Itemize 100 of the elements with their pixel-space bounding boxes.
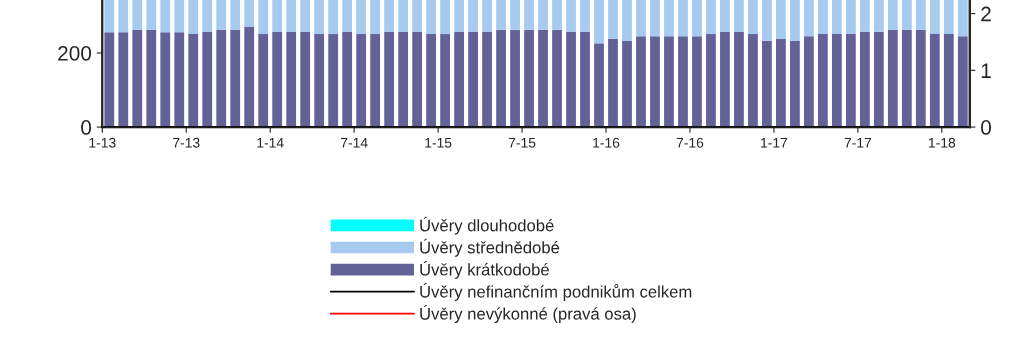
bar [957, 0, 968, 37]
bar [887, 29, 898, 128]
x-tick-label: 1-18 [928, 137, 956, 148]
bar [188, 34, 199, 128]
bar [342, 31, 353, 128]
bar [901, 0, 912, 30]
x-tick-label: 1-13 [89, 137, 116, 148]
bar [566, 31, 576, 128]
bar [188, 0, 199, 35]
bar [734, 31, 744, 128]
legend-label: Úvěry nevýkonné (pravá osa) [420, 305, 636, 323]
bar [929, 0, 940, 35]
bar [300, 31, 311, 128]
bar [678, 0, 688, 37]
bar [524, 0, 534, 30]
bar [356, 0, 367, 35]
bar [804, 36, 814, 128]
bar [174, 0, 185, 33]
x-tick-label: 1-14 [257, 138, 284, 148]
x-tick-label: 7-17 [844, 138, 872, 148]
bar [580, 0, 590, 32]
bar [720, 31, 730, 128]
y-tick-label: 200 [58, 45, 92, 61]
bar [622, 0, 632, 41]
bar [426, 0, 437, 35]
bar [776, 38, 786, 128]
bar [650, 36, 660, 128]
bar [440, 34, 450, 128]
bar [132, 29, 143, 128]
bar [762, 0, 772, 41]
bar [706, 0, 716, 35]
bar [664, 36, 674, 128]
bar [454, 0, 464, 32]
x-tick-label: 7-14 [340, 138, 368, 148]
bar [146, 0, 157, 30]
bar [230, 29, 241, 128]
bar [594, 43, 604, 128]
bar [468, 0, 478, 32]
legend-label: Úvěry nefinančním podnikům celkem [420, 283, 692, 301]
bar [510, 29, 520, 128]
bar [664, 0, 674, 37]
bar [272, 0, 283, 32]
bar [440, 0, 450, 35]
bar [412, 0, 423, 32]
bar [678, 36, 688, 128]
bar [594, 0, 604, 44]
bar [734, 0, 744, 32]
bar [790, 40, 800, 128]
bar [748, 34, 758, 128]
bar [496, 0, 506, 30]
bar [580, 31, 590, 128]
bar [831, 0, 842, 35]
legend-label: Úvěry střednědobé [420, 238, 560, 257]
bar [510, 0, 520, 30]
bar [132, 0, 143, 30]
bar [370, 34, 381, 128]
bar [608, 38, 618, 128]
bar [412, 31, 423, 128]
bar [873, 31, 884, 128]
bar [482, 0, 492, 32]
y2-tick-label: 1 [981, 63, 991, 78]
bar [146, 29, 157, 128]
legend-label: Úvěry dlouhodobé [420, 216, 554, 235]
bar [202, 0, 213, 32]
bar [650, 0, 660, 37]
bar [272, 31, 283, 128]
bar [104, 0, 115, 33]
bar [692, 36, 702, 128]
x-tick-label: 7-15 [508, 138, 536, 148]
bar [776, 0, 786, 39]
bar [300, 0, 311, 32]
bar [762, 40, 772, 128]
x-tick-label: 1-15 [425, 138, 452, 148]
bar [174, 32, 185, 128]
bar [118, 32, 129, 128]
x-tick-label: 1-16 [593, 137, 620, 148]
bar [496, 29, 506, 128]
bar [384, 0, 395, 32]
bar [566, 0, 576, 32]
bar [216, 29, 227, 128]
bar [831, 34, 842, 128]
bar [524, 29, 534, 128]
bar [342, 0, 353, 32]
bar [608, 0, 618, 39]
bar [636, 36, 646, 128]
bar [706, 34, 716, 128]
bar [244, 0, 255, 28]
bar [859, 31, 870, 128]
bar [873, 0, 884, 32]
y2-tick-label: 0 [981, 120, 991, 135]
bar [104, 32, 115, 128]
bar [622, 40, 632, 128]
bar [328, 0, 339, 35]
bar [426, 34, 437, 128]
bar [370, 0, 381, 35]
bar [160, 32, 171, 128]
bar [817, 34, 828, 128]
bar [118, 0, 129, 33]
bar [636, 0, 646, 37]
bar [845, 0, 856, 35]
